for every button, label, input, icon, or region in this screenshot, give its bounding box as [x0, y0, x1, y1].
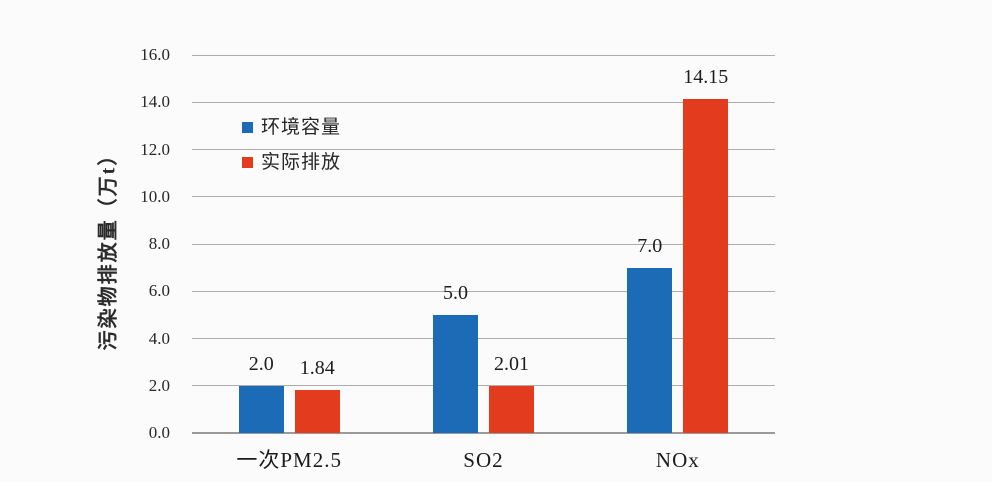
bar-环境容量-一次PM2.5: [238, 385, 284, 434]
legend-item-actual: 实际排放: [242, 151, 341, 174]
gridline: [192, 196, 775, 198]
y-tick-label: 6.0: [148, 281, 170, 301]
category-label: NOx: [655, 448, 700, 472]
value-label: 7.0: [637, 234, 663, 257]
y-tick-label: 10.0: [140, 186, 170, 206]
y-tick-label: 0.0: [148, 423, 170, 442]
gridline: [192, 338, 775, 339]
y-axis-title: 污染物排放量（万t）: [97, 143, 120, 351]
y-tick-label: 4.0: [148, 328, 170, 348]
category-label: 一次PM2.5: [236, 448, 342, 472]
value-label: 14.15: [683, 65, 729, 88]
value-label: 5.0: [443, 281, 468, 304]
bar-环境容量-NOx: [627, 267, 673, 433]
gridline: [192, 101, 775, 103]
gridline: [192, 54, 775, 56]
y-tick-label: 2.0: [148, 375, 170, 395]
y-tick-label: 14.0: [140, 92, 170, 112]
bar-实际排放-NOx: [683, 98, 729, 433]
category-label: SO2: [463, 448, 504, 472]
value-label: 2.0: [248, 352, 274, 375]
bar-实际排放-SO2: [489, 385, 534, 433]
legend-label-actual: 实际排放: [261, 152, 342, 173]
y-tick-label: 8.0: [148, 234, 170, 253]
x-axis-line: [192, 432, 775, 434]
legend: 环境容量 实际排放: [242, 116, 341, 186]
gridline: [192, 385, 775, 387]
legend-item-capacity: 环境容量: [242, 116, 341, 139]
gridline: [192, 290, 775, 292]
gridline: [192, 149, 775, 150]
legend-label-capacity: 环境容量: [261, 117, 342, 138]
bar-实际排放-一次PM2.5: [294, 389, 340, 433]
value-label: 2.01: [494, 352, 529, 375]
bar-环境容量-SO2: [433, 314, 478, 433]
value-label: 1.84: [299, 356, 335, 379]
legend-swatch-actual-icon: [242, 157, 253, 168]
y-tick-label: 12.0: [140, 139, 170, 159]
gridline: [192, 243, 775, 245]
legend-swatch-capacity-icon: [242, 122, 253, 133]
y-tick-label: 16.0: [140, 45, 170, 64]
